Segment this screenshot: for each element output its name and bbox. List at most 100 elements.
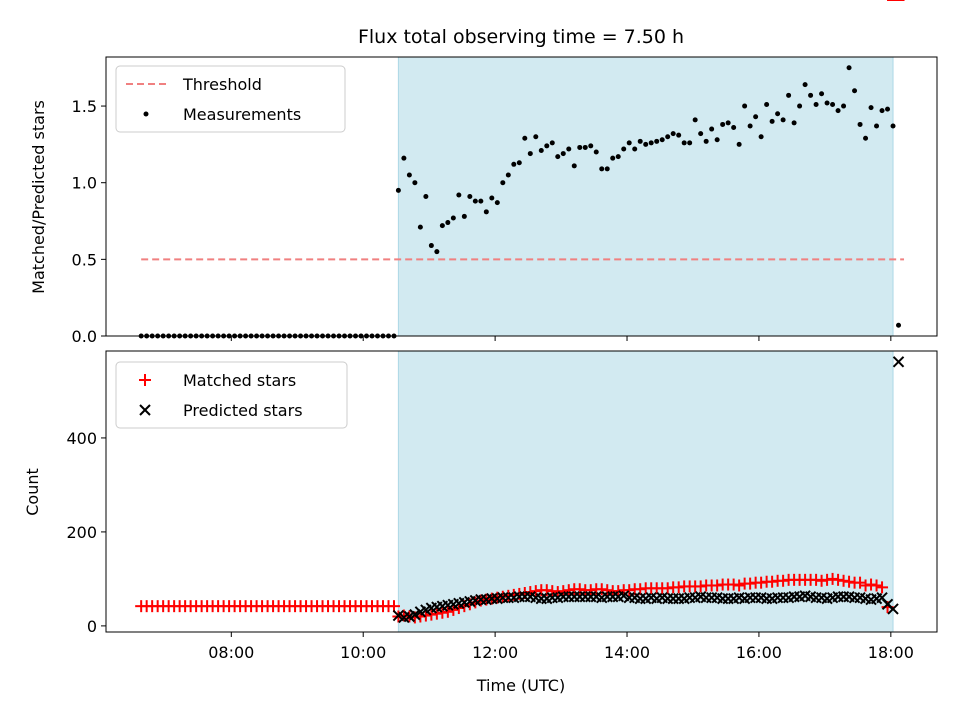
measurement-point: [742, 103, 748, 109]
measurement-point: [395, 187, 401, 193]
measurement-point: [753, 114, 759, 120]
measurement-point: [588, 143, 594, 149]
legend-predicted-stars-swatch: [139, 404, 151, 416]
plot-frame: [105, 350, 938, 633]
measurement-point: [401, 155, 407, 161]
measurement-point: [533, 134, 539, 140]
measurement-point: [467, 194, 473, 199]
measurement-point: [698, 131, 704, 137]
measurement-point: [846, 65, 852, 71]
measurement-point: [830, 102, 836, 108]
matched-star-marker: [870, 579, 883, 592]
measurement-point: [791, 120, 797, 126]
measurement-point: [890, 123, 896, 129]
measurement-point: [786, 92, 792, 98]
measurement-point: [423, 194, 429, 199]
measurement-point: [709, 126, 715, 132]
measurement-point: [758, 134, 764, 140]
legend-frame: [115, 361, 348, 429]
legend-threshold-label: Threshold: [182, 75, 262, 94]
measurement-point: [896, 322, 902, 328]
measurement-point: [494, 200, 500, 206]
measurement-point: [599, 166, 605, 172]
measurement-point: [527, 151, 533, 157]
top-panel-y-axis-label: Matched/Predicted stars: [29, 100, 48, 294]
measurement-point: [428, 243, 434, 249]
measurement-point: [582, 144, 588, 150]
measurement-point: [549, 140, 555, 146]
x-tick-label: 16:00: [736, 643, 782, 662]
legend-measurements-swatch: [143, 111, 149, 117]
measurement-point: [648, 140, 654, 146]
measurement-point: [522, 135, 528, 141]
measurement-point: [555, 154, 561, 160]
x-tick-label: 18:00: [868, 643, 914, 662]
measurement-point: [720, 121, 726, 127]
bottom-panel-legend: Matched stars Predicted stars: [115, 361, 348, 429]
measurement-point: [703, 138, 709, 144]
y-tick-label: 0.5: [72, 250, 97, 269]
measurement-point: [813, 102, 819, 108]
measurement-point: [626, 140, 632, 146]
measurement-point: [450, 215, 456, 221]
bottom-panel: 0 200 400 08:00 10:00 12:00 14:00 16:00 18:00: [66, 0, 938, 662]
y-tick-label: 1.0: [72, 174, 97, 193]
measurement-point: [819, 91, 825, 97]
matched-star-marker: [441, 605, 454, 618]
measurement-point: [725, 120, 731, 126]
measurement-point: [538, 148, 544, 154]
observing-interval-shade: [398, 57, 894, 336]
measurement-point: [687, 140, 693, 146]
measurement-point: [764, 102, 770, 108]
measurement-point: [835, 108, 841, 114]
measurement-point: [472, 198, 478, 204]
measurement-point: [802, 82, 808, 88]
measurement-point: [632, 146, 638, 152]
measurement-point: [406, 172, 412, 178]
measurement-point: [670, 131, 676, 137]
measurement-point: [736, 141, 742, 147]
measurement-point: [456, 192, 462, 198]
measurement-point: [780, 117, 786, 123]
predicted-star-marker: [409, 608, 421, 621]
bottom-panel-y-axis-label: Count: [23, 468, 42, 516]
predicted-star-marker: [887, 603, 899, 615]
chart-title: Flux total observing time = 7.50 h: [358, 26, 684, 48]
measurement-point: [593, 149, 599, 155]
measurement-point: [731, 125, 737, 131]
measurement-point: [615, 154, 621, 160]
measurement-point: [505, 172, 511, 178]
y-tick-label: 0: [87, 617, 97, 636]
measurement-point: [808, 92, 814, 98]
legend-frame: [115, 65, 346, 133]
y-tick-label: 400: [66, 429, 97, 448]
y-tick-label: 0.0: [72, 327, 97, 346]
measurement-point: [676, 132, 682, 138]
measurement-point: [841, 103, 847, 109]
top-panel-legend: Threshold Measurements: [115, 65, 346, 133]
legend-matched-stars-label: Matched stars: [183, 371, 296, 390]
x-tick-label: 08:00: [208, 643, 254, 662]
measurement-point: [483, 209, 489, 215]
legend-matched-stars-swatch: [139, 374, 151, 386]
matched-star-marker: [447, 603, 460, 616]
measurement-point: [775, 111, 781, 117]
measurement-point: [824, 100, 830, 106]
measurement-point: [747, 123, 753, 129]
matched-star-marker: [733, 579, 746, 592]
measurement-point: [681, 140, 687, 146]
measurement-point: [714, 137, 720, 143]
measurement-point: [637, 138, 643, 144]
measurement-point: [874, 123, 880, 129]
measurement-point: [511, 161, 517, 167]
measurement-point: [577, 144, 583, 150]
measurement-point: [885, 106, 891, 112]
measurement-point: [879, 108, 885, 114]
measurement-point: [544, 143, 550, 149]
measurement-point: [692, 117, 698, 123]
plot-frame: [105, 56, 938, 337]
measurement-point: [566, 146, 572, 152]
measurement-point: [610, 155, 616, 161]
measurement-point: [769, 118, 775, 124]
